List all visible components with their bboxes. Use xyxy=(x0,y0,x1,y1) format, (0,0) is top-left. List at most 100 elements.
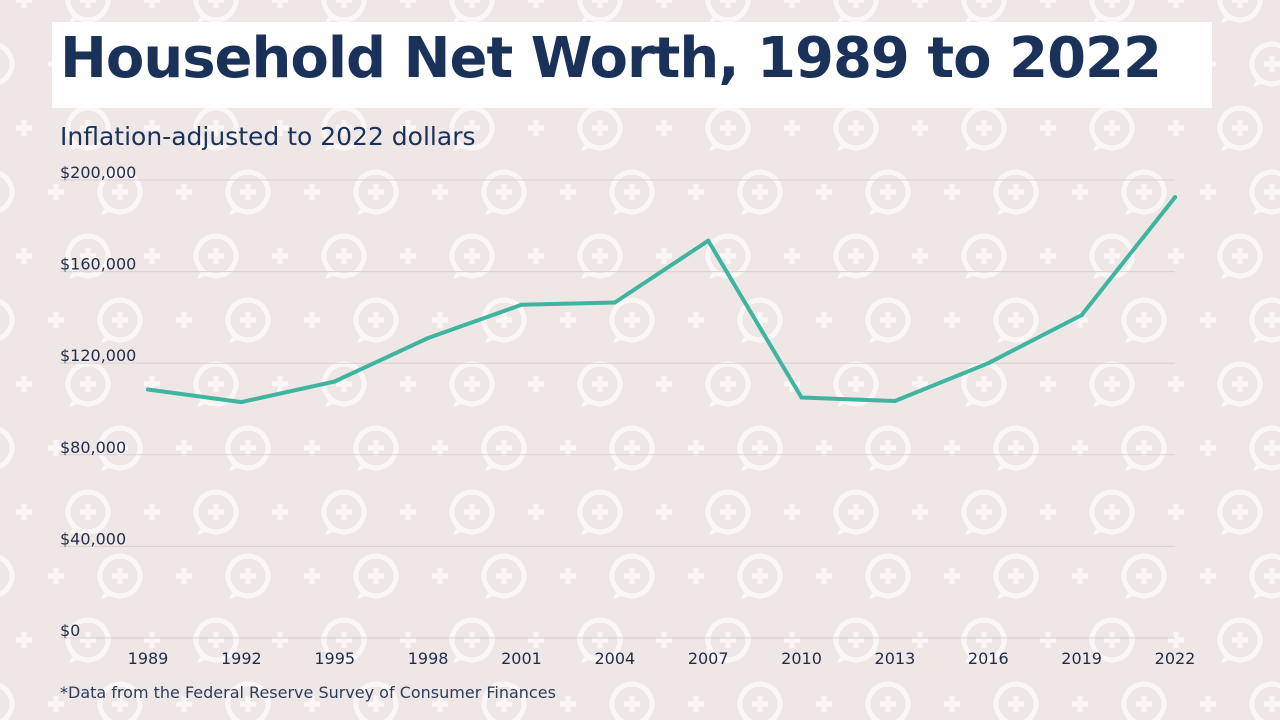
plus-icon xyxy=(48,312,64,328)
plus-icon xyxy=(816,312,832,328)
speech-bubble-plus-icon xyxy=(65,489,111,535)
title-highlight xyxy=(52,22,1212,108)
x-tick-label: 2022 xyxy=(1155,649,1196,668)
speech-bubble-plus-icon xyxy=(577,233,623,279)
plus-icon xyxy=(560,696,576,712)
plus-icon xyxy=(48,696,64,712)
plus-icon xyxy=(144,248,160,264)
plus-icon xyxy=(528,0,544,8)
plus-icon xyxy=(784,248,800,264)
plus-icon xyxy=(432,696,448,712)
plus-icon xyxy=(784,504,800,520)
plus-icon xyxy=(944,312,960,328)
plus-icon xyxy=(272,248,288,264)
speech-bubble-plus-icon xyxy=(1089,617,1135,663)
speech-bubble-plus-icon xyxy=(65,233,111,279)
speech-bubble-plus-icon xyxy=(449,0,495,23)
plus-icon xyxy=(688,568,704,584)
data-point xyxy=(612,300,617,305)
plus-icon xyxy=(1040,504,1056,520)
plus-icon xyxy=(144,632,160,648)
plus-icon xyxy=(784,0,800,8)
plus-icon xyxy=(944,568,960,584)
speech-bubble-plus-icon xyxy=(833,361,879,407)
plus-icon xyxy=(304,696,320,712)
plus-icon xyxy=(1168,632,1184,648)
speech-bubble-plus-icon xyxy=(705,105,751,151)
speech-bubble-plus-icon xyxy=(609,681,655,720)
speech-bubble-plus-icon xyxy=(1217,617,1263,663)
plus-icon xyxy=(912,248,928,264)
plus-icon xyxy=(1168,376,1184,392)
speech-bubble-plus-icon xyxy=(0,682,15,720)
speech-bubble-plus-icon xyxy=(1249,297,1280,343)
speech-bubble-plus-icon xyxy=(97,553,143,599)
data-point xyxy=(239,400,244,405)
speech-bubble-plus-icon xyxy=(961,233,1007,279)
speech-bubble-plus-icon xyxy=(1121,425,1167,471)
plus-icon xyxy=(1200,312,1216,328)
gridlines xyxy=(60,179,1175,639)
speech-bubble-plus-icon xyxy=(97,169,143,215)
plus-icon xyxy=(912,632,928,648)
speech-bubble-plus-icon xyxy=(737,681,783,720)
speech-bubble-plus-icon xyxy=(865,553,911,599)
speech-bubble-plus-icon xyxy=(193,361,239,407)
speech-bubble-plus-icon xyxy=(1089,105,1135,151)
speech-bubble-plus-icon xyxy=(1249,41,1280,87)
plus-icon xyxy=(16,0,32,8)
plus-icon xyxy=(816,440,832,456)
speech-bubble-plus-icon xyxy=(961,105,1007,151)
plus-icon xyxy=(272,504,288,520)
speech-bubble-plus-icon xyxy=(481,425,527,471)
x-tick-label: 1989 xyxy=(128,649,169,668)
plus-icon xyxy=(304,568,320,584)
plus-icon xyxy=(176,696,192,712)
plus-icon xyxy=(1168,0,1184,8)
chart-subtitle: Inflation-adjusted to 2022 dollars xyxy=(60,122,476,151)
speech-bubble-plus-icon xyxy=(1121,297,1167,343)
plus-icon xyxy=(176,312,192,328)
speech-bubble-plus-icon xyxy=(193,233,239,279)
plus-icon xyxy=(688,696,704,712)
speech-bubble-plus-icon xyxy=(0,170,15,214)
plus-icon xyxy=(48,568,64,584)
plus-icon xyxy=(16,376,32,392)
y-tick-label: $160,000 xyxy=(60,255,136,274)
speech-bubble-plus-icon xyxy=(1249,681,1280,720)
speech-bubble-plus-icon xyxy=(65,0,111,23)
speech-bubble-plus-icon xyxy=(577,489,623,535)
speech-bubble-plus-icon xyxy=(705,0,751,23)
plus-icon xyxy=(304,312,320,328)
plus-icon xyxy=(176,568,192,584)
x-tick-label: 2019 xyxy=(1061,649,1102,668)
speech-bubble-plus-icon xyxy=(737,553,783,599)
speech-bubble-plus-icon xyxy=(865,425,911,471)
x-tick-label: 2016 xyxy=(968,649,1009,668)
y-tick-label: $40,000 xyxy=(60,529,126,548)
speech-bubble-plus-icon xyxy=(449,233,495,279)
speech-bubble-plus-icon xyxy=(833,105,879,151)
speech-bubble-plus-icon xyxy=(481,681,527,720)
speech-bubble-plus-icon xyxy=(993,681,1039,720)
speech-bubble-plus-icon xyxy=(97,297,143,343)
plus-icon xyxy=(1200,184,1216,200)
plus-icon xyxy=(432,312,448,328)
data-point xyxy=(1173,195,1177,200)
data-point xyxy=(706,238,711,243)
plus-icon xyxy=(1072,440,1088,456)
plus-icon xyxy=(944,440,960,456)
plus-icon xyxy=(1168,120,1184,136)
speech-bubble-plus-icon xyxy=(0,298,15,342)
speech-bubble-plus-icon xyxy=(609,553,655,599)
plus-icon xyxy=(1072,696,1088,712)
plus-icon xyxy=(1040,248,1056,264)
speech-bubble-plus-icon xyxy=(353,169,399,215)
plus-icon xyxy=(400,120,416,136)
y-tick-label: $0 xyxy=(60,621,80,640)
speech-bubble-plus-icon xyxy=(353,681,399,720)
y-tick-label: $80,000 xyxy=(60,438,126,457)
speech-bubble-plus-icon xyxy=(705,489,751,535)
plus-icon xyxy=(16,248,32,264)
plus-icon xyxy=(656,376,672,392)
